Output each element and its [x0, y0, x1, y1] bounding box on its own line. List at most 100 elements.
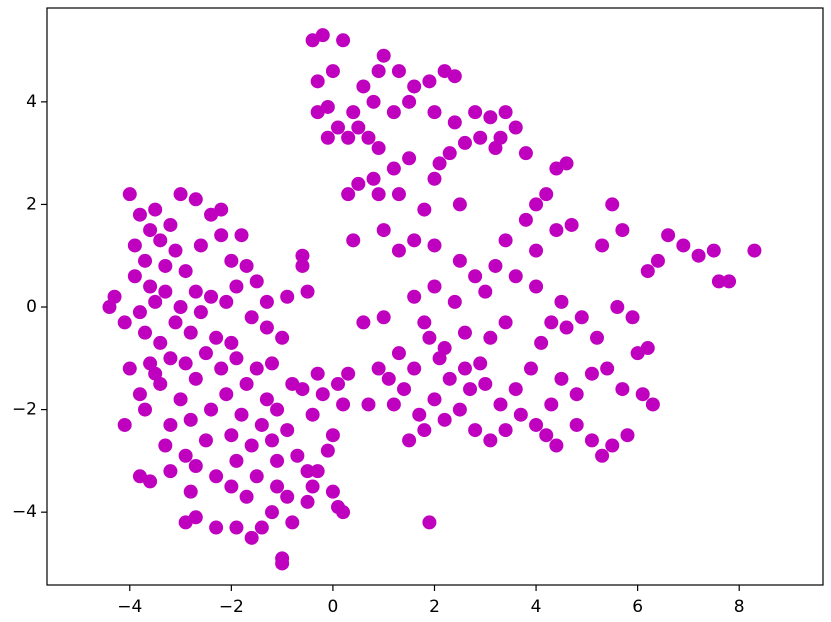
point	[193, 238, 208, 253]
point	[224, 253, 239, 268]
point	[341, 366, 356, 381]
point	[224, 335, 239, 350]
point	[457, 361, 472, 376]
point	[249, 274, 264, 289]
point	[163, 464, 178, 479]
point	[183, 325, 198, 340]
point	[305, 407, 320, 422]
point	[452, 197, 467, 212]
point	[661, 228, 676, 243]
point	[437, 341, 452, 356]
point	[615, 382, 630, 397]
point	[259, 392, 274, 407]
point	[138, 325, 153, 340]
point	[544, 397, 559, 412]
point	[549, 438, 564, 453]
point	[376, 223, 391, 238]
point	[544, 315, 559, 330]
point	[427, 238, 442, 253]
point	[259, 294, 274, 309]
point	[635, 387, 650, 402]
point	[214, 361, 229, 376]
point	[300, 464, 315, 479]
point	[219, 294, 234, 309]
point	[590, 330, 605, 345]
x-tick-label: −2	[219, 597, 244, 617]
point	[427, 279, 442, 294]
point	[432, 156, 447, 171]
point	[290, 448, 305, 463]
point	[163, 351, 178, 366]
point	[417, 315, 432, 330]
y-tick-label: −2	[12, 400, 37, 420]
point	[478, 376, 493, 391]
point	[402, 433, 417, 448]
point	[127, 238, 142, 253]
point	[518, 146, 533, 161]
point	[498, 315, 513, 330]
point	[117, 315, 132, 330]
point	[178, 264, 193, 279]
point	[366, 171, 381, 186]
point	[508, 269, 523, 284]
point	[132, 387, 147, 402]
point	[529, 417, 544, 432]
point	[386, 161, 401, 176]
point	[229, 520, 244, 535]
point	[127, 269, 142, 284]
point	[391, 243, 406, 258]
point	[229, 279, 244, 294]
point	[407, 79, 422, 94]
point	[275, 556, 290, 571]
point	[310, 366, 325, 381]
point	[402, 151, 417, 166]
point	[336, 397, 351, 412]
point	[143, 279, 158, 294]
point	[605, 197, 620, 212]
point	[412, 407, 427, 422]
point	[427, 171, 442, 186]
point	[188, 371, 203, 386]
point	[346, 233, 361, 248]
point	[239, 258, 254, 273]
y-tick-label: −4	[12, 502, 37, 522]
point	[178, 356, 193, 371]
point	[442, 371, 457, 386]
point	[473, 356, 488, 371]
point	[249, 361, 264, 376]
point	[214, 202, 229, 217]
point	[270, 479, 285, 494]
point	[447, 69, 462, 84]
point	[584, 366, 599, 381]
x-tick-label: 0	[328, 597, 339, 617]
point	[559, 156, 574, 171]
point	[168, 243, 183, 258]
point	[463, 382, 478, 397]
point	[305, 479, 320, 494]
point	[529, 243, 544, 258]
point	[574, 310, 589, 325]
point	[595, 238, 610, 253]
point	[610, 300, 625, 315]
point	[417, 202, 432, 217]
point	[239, 489, 254, 504]
point	[488, 258, 503, 273]
point	[341, 130, 356, 145]
point	[493, 397, 508, 412]
point	[173, 187, 188, 202]
point	[259, 320, 274, 335]
point	[447, 294, 462, 309]
point	[264, 505, 279, 520]
point	[386, 105, 401, 120]
point	[132, 207, 147, 222]
point	[361, 130, 376, 145]
point	[325, 64, 340, 79]
point	[280, 423, 295, 438]
y-tick-label: 4	[26, 92, 37, 112]
point	[117, 417, 132, 432]
point	[650, 253, 665, 268]
point	[158, 258, 173, 273]
point	[493, 130, 508, 145]
point	[325, 428, 340, 443]
